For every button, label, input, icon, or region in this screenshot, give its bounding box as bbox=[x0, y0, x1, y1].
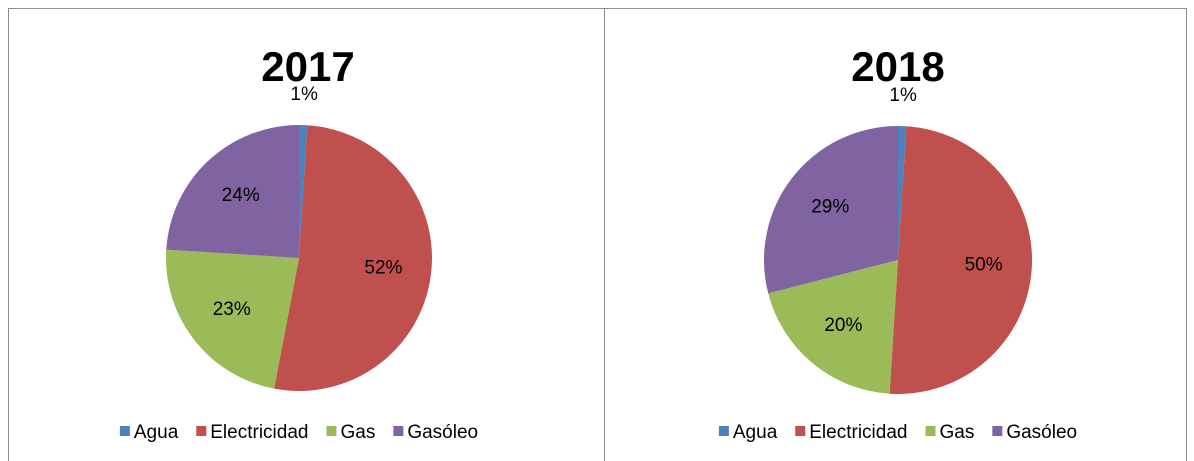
data-label: 52% bbox=[364, 258, 402, 279]
pie-slice bbox=[274, 125, 433, 391]
legend-label: Electricidad bbox=[210, 422, 308, 443]
data-label: 20% bbox=[824, 315, 862, 336]
legend-label: Agua bbox=[733, 422, 778, 443]
pie-slice bbox=[166, 249, 299, 389]
data-label: 29% bbox=[811, 196, 849, 217]
legend-label: Gas bbox=[939, 422, 974, 443]
pie-slice bbox=[768, 260, 898, 394]
pie-slice bbox=[898, 126, 907, 260]
data-label: 50% bbox=[965, 254, 1003, 275]
legend-label: Gas bbox=[340, 422, 375, 443]
chart-title: 2017 bbox=[261, 43, 354, 90]
legend-swatch bbox=[718, 426, 729, 436]
pie-slice bbox=[299, 125, 308, 258]
pie-slice bbox=[889, 126, 1032, 395]
legend: Agua Electricidad Gas Gasóleo bbox=[119, 422, 478, 443]
legend-swatch bbox=[925, 426, 936, 436]
data-label: 23% bbox=[213, 299, 251, 320]
legend: Agua Electricidad Gas Gasóleo bbox=[718, 422, 1077, 443]
legend-swatch bbox=[795, 426, 806, 436]
legend-swatch bbox=[196, 426, 207, 436]
legend-swatch bbox=[326, 426, 337, 436]
pie-slice bbox=[764, 126, 898, 294]
legend-label: Gasóleo bbox=[1006, 422, 1077, 443]
data-label: 24% bbox=[222, 185, 260, 206]
legend-swatch bbox=[393, 426, 404, 436]
chart-title: 2018 bbox=[851, 43, 944, 90]
legend-swatch bbox=[992, 426, 1003, 436]
data-label: 1% bbox=[889, 85, 917, 106]
legend-label: Agua bbox=[134, 422, 179, 443]
data-label: 1% bbox=[290, 84, 318, 105]
pie-slice bbox=[166, 125, 299, 258]
legend-label: Gasóleo bbox=[407, 422, 478, 443]
legend-swatch bbox=[119, 426, 130, 436]
legend-label: Electricidad bbox=[809, 422, 907, 443]
